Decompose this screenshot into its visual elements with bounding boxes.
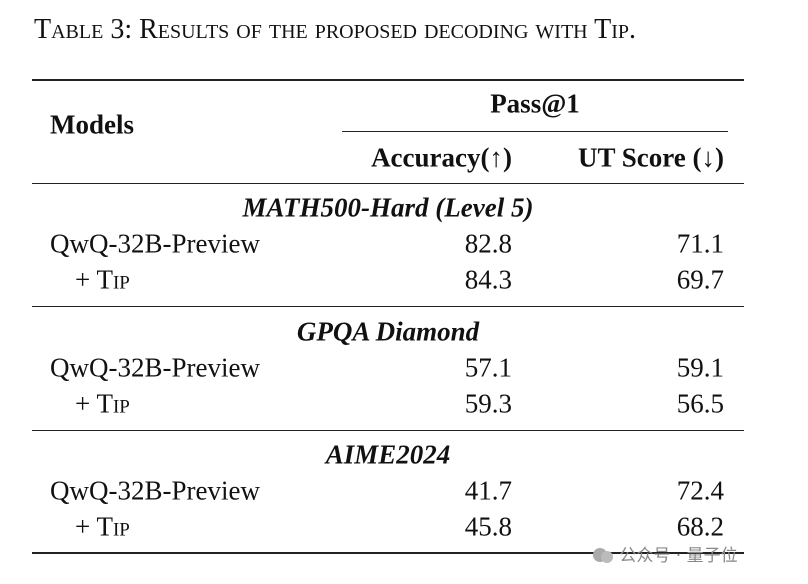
header-models: Models (50, 109, 134, 140)
row-label: + Tip (75, 388, 130, 419)
group-rule (342, 131, 728, 132)
section-title: GPQA Diamond (296, 316, 480, 347)
accuracy-cell: 82.8 (464, 228, 512, 259)
row-label: QwQ-32B-Preview (50, 475, 260, 506)
header-group: Pass@1 (490, 88, 580, 119)
header-ut-score: UT Score (↓) (578, 142, 724, 173)
watermark-icon (593, 548, 613, 563)
section-title: MATH500-Hard (Level 5) (242, 192, 534, 223)
accuracy-cell: 84.3 (464, 264, 512, 295)
section-rule (32, 430, 744, 431)
accuracy-cell: 41.7 (464, 475, 512, 506)
accuracy-cell: 45.8 (464, 511, 512, 542)
bottom-rule (32, 552, 744, 554)
row-label: QwQ-32B-Preview (50, 228, 260, 259)
accuracy-cell: 57.1 (464, 352, 512, 383)
section-rule (32, 306, 744, 307)
ut-score-cell: 69.7 (676, 264, 724, 295)
top-rule (32, 79, 744, 81)
watermark: 公众号 · 量子位 (592, 541, 738, 566)
ut-score-cell: 56.5 (676, 388, 724, 419)
ut-score-cell: 71.1 (676, 228, 724, 259)
watermark-text: 公众号 · 量子位 (619, 546, 738, 566)
section-title: AIME2024 (325, 439, 451, 470)
ut-score-cell: 68.2 (676, 511, 724, 542)
ut-score-cell: 59.1 (676, 352, 724, 383)
ut-score-cell: 72.4 (676, 475, 724, 506)
header-rule (32, 183, 744, 184)
accuracy-cell: 59.3 (464, 388, 512, 419)
caption: Table 3: Results of the proposed decodin… (34, 14, 636, 45)
row-label: QwQ-32B-Preview (50, 352, 260, 383)
row-label: + Tip (75, 264, 130, 295)
row-label: + Tip (75, 511, 130, 542)
header-accuracy: Accuracy(↑) (371, 142, 512, 173)
